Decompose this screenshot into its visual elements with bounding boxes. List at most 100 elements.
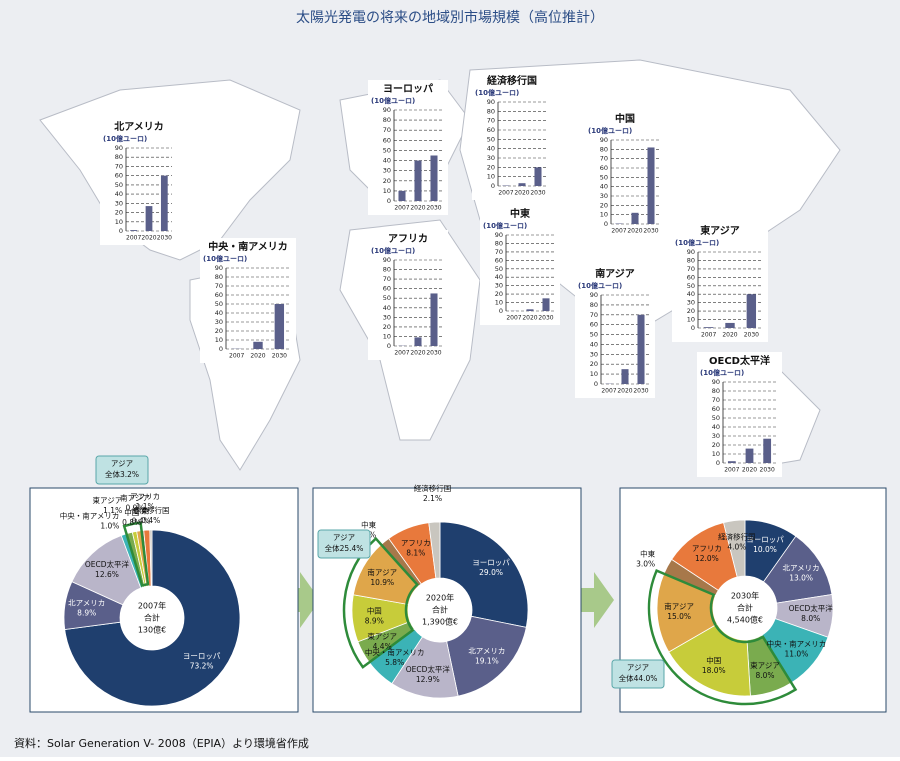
bar — [631, 213, 638, 224]
x-tick-label: 2030 — [530, 190, 545, 197]
bar — [725, 323, 734, 328]
segment-name: 経済移行国 — [718, 532, 756, 542]
y-tick-label: 30 — [215, 318, 223, 326]
y-axis-label: (10億ユーロ) — [203, 254, 247, 263]
chart-title: 経済移行国 — [487, 74, 537, 87]
x-tick-label: 2007 — [394, 350, 409, 357]
segment-value: 11.0% — [785, 649, 809, 658]
y-tick-label: 60 — [687, 273, 695, 281]
y-tick-label: 0 — [716, 459, 720, 467]
y-tick-label: 50 — [590, 331, 598, 339]
center-label: 合計 — [144, 613, 160, 623]
segment-name: アフリカ — [130, 492, 160, 501]
y-tick-label: 60 — [600, 164, 608, 172]
segment-value: 8.9% — [77, 608, 96, 617]
bar — [763, 439, 771, 463]
x-tick-label: 2030 — [157, 235, 172, 242]
y-tick-label: 80 — [115, 153, 123, 161]
y-tick-label: 80 — [215, 273, 223, 281]
segment-value: 4.0% — [727, 543, 746, 552]
callout-text: アジア — [333, 533, 355, 542]
x-tick-label: 2030 — [643, 228, 658, 235]
donut-chart: 2020年合計1,390億€ヨーロッパ29.0%北アメリカ19.1%OECD太平… — [313, 483, 581, 712]
y-tick-label: 60 — [495, 256, 503, 264]
callout-text: 全体25.4% — [325, 543, 364, 553]
center-label: 1,390億€ — [422, 617, 458, 627]
x-tick-label: 2020 — [627, 228, 642, 235]
bar — [637, 315, 644, 384]
chart-title: 中国 — [615, 112, 635, 125]
y-tick-label: 40 — [590, 340, 598, 348]
segment-value: 8.0% — [755, 671, 774, 680]
bar — [647, 147, 654, 224]
segment-value: 18.0% — [702, 666, 726, 675]
y-tick-label: 10 — [115, 218, 123, 226]
y-tick-label: 70 — [487, 117, 495, 125]
y-tick-label: 20 — [600, 201, 608, 209]
bar — [253, 342, 262, 349]
y-tick-label: 90 — [115, 144, 123, 152]
x-tick-label: 2030 — [538, 315, 553, 322]
y-tick-label: 20 — [495, 290, 503, 298]
y-tick-label: 30 — [487, 154, 495, 162]
y-tick-label: 10 — [600, 211, 608, 219]
y-tick-label: 90 — [600, 136, 608, 144]
y-tick-label: 80 — [487, 107, 495, 115]
y-tick-label: 10 — [590, 370, 598, 378]
bar — [146, 206, 153, 231]
y-tick-label: 50 — [600, 173, 608, 181]
y-tick-label: 70 — [495, 248, 503, 256]
x-tick-label: 2007 — [611, 228, 626, 235]
segment-name: 東アジア — [750, 660, 780, 670]
y-tick-label: 70 — [383, 126, 391, 134]
y-tick-label: 30 — [590, 350, 598, 358]
y-tick-label: 0 — [691, 324, 695, 332]
y-axis-label: (10億ユーロ) — [675, 238, 719, 247]
segment-name: 南アジア — [367, 567, 397, 577]
center-label: 合計 — [737, 603, 753, 613]
y-tick-label: 10 — [383, 332, 391, 340]
y-tick-label: 20 — [590, 360, 598, 368]
y-tick-label: 60 — [115, 172, 123, 180]
callout-text: アジア — [627, 663, 649, 672]
segment-name: 中東 — [640, 549, 655, 559]
y-tick-label: 80 — [383, 116, 391, 124]
chart-title: OECD太平洋 — [709, 354, 770, 367]
segment-value: 13.0% — [789, 573, 813, 582]
y-axis-label: (10億ユーロ) — [103, 134, 147, 143]
x-tick-label: 2030 — [633, 388, 648, 395]
y-tick-label: 60 — [383, 285, 391, 293]
y-tick-label: 40 — [215, 309, 223, 317]
y-tick-label: 20 — [115, 209, 123, 217]
x-tick-label: 2007 — [229, 353, 244, 360]
y-axis-label: (10億ユーロ) — [578, 281, 622, 290]
segment-name: 東アジア — [367, 631, 397, 641]
y-tick-label: 30 — [600, 192, 608, 200]
y-tick-label: 20 — [383, 177, 391, 185]
x-tick-label: 2020 — [410, 350, 425, 357]
y-tick-label: 50 — [712, 414, 720, 422]
y-tick-label: 90 — [487, 98, 495, 106]
y-tick-label: 70 — [115, 162, 123, 170]
chart-title: 中東 — [510, 207, 530, 220]
segment-name: 北アメリカ — [68, 598, 105, 607]
y-tick-label: 60 — [487, 126, 495, 134]
x-tick-label: 2020 — [514, 190, 529, 197]
y-tick-label: 70 — [590, 311, 598, 319]
bar — [747, 294, 756, 328]
y-axis-label: (10億ユーロ) — [700, 368, 744, 377]
segment-name: OECD太平洋 — [406, 664, 451, 674]
y-tick-label: 50 — [215, 300, 223, 308]
bar — [704, 327, 713, 328]
y-tick-label: 80 — [383, 266, 391, 274]
segment-name: 東アジア — [93, 495, 123, 505]
bar — [534, 167, 541, 186]
chart-title: アフリカ — [388, 233, 428, 245]
x-tick-label: 2020 — [722, 332, 737, 339]
y-tick-label: 50 — [383, 146, 391, 154]
source-note: 資料：Solar Generation V- 2008（EPIA）より環境省作成 — [14, 736, 309, 750]
segment-value: 2.1% — [423, 494, 442, 503]
